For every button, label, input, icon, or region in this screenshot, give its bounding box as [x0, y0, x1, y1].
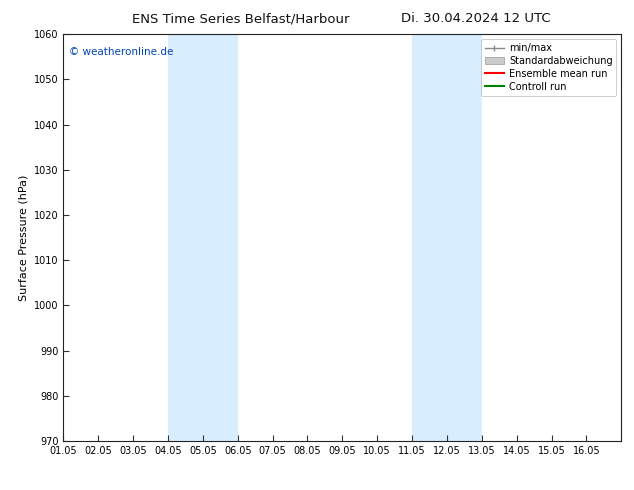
Text: ENS Time Series Belfast/Harbour: ENS Time Series Belfast/Harbour — [132, 12, 350, 25]
Bar — [412, 34, 482, 441]
Y-axis label: Surface Pressure (hPa): Surface Pressure (hPa) — [18, 174, 29, 301]
Text: © weatheronline.de: © weatheronline.de — [69, 47, 173, 56]
Text: Di. 30.04.2024 12 UTC: Di. 30.04.2024 12 UTC — [401, 12, 550, 25]
Bar — [168, 34, 238, 441]
Legend: min/max, Standardabweichung, Ensemble mean run, Controll run: min/max, Standardabweichung, Ensemble me… — [481, 39, 616, 96]
